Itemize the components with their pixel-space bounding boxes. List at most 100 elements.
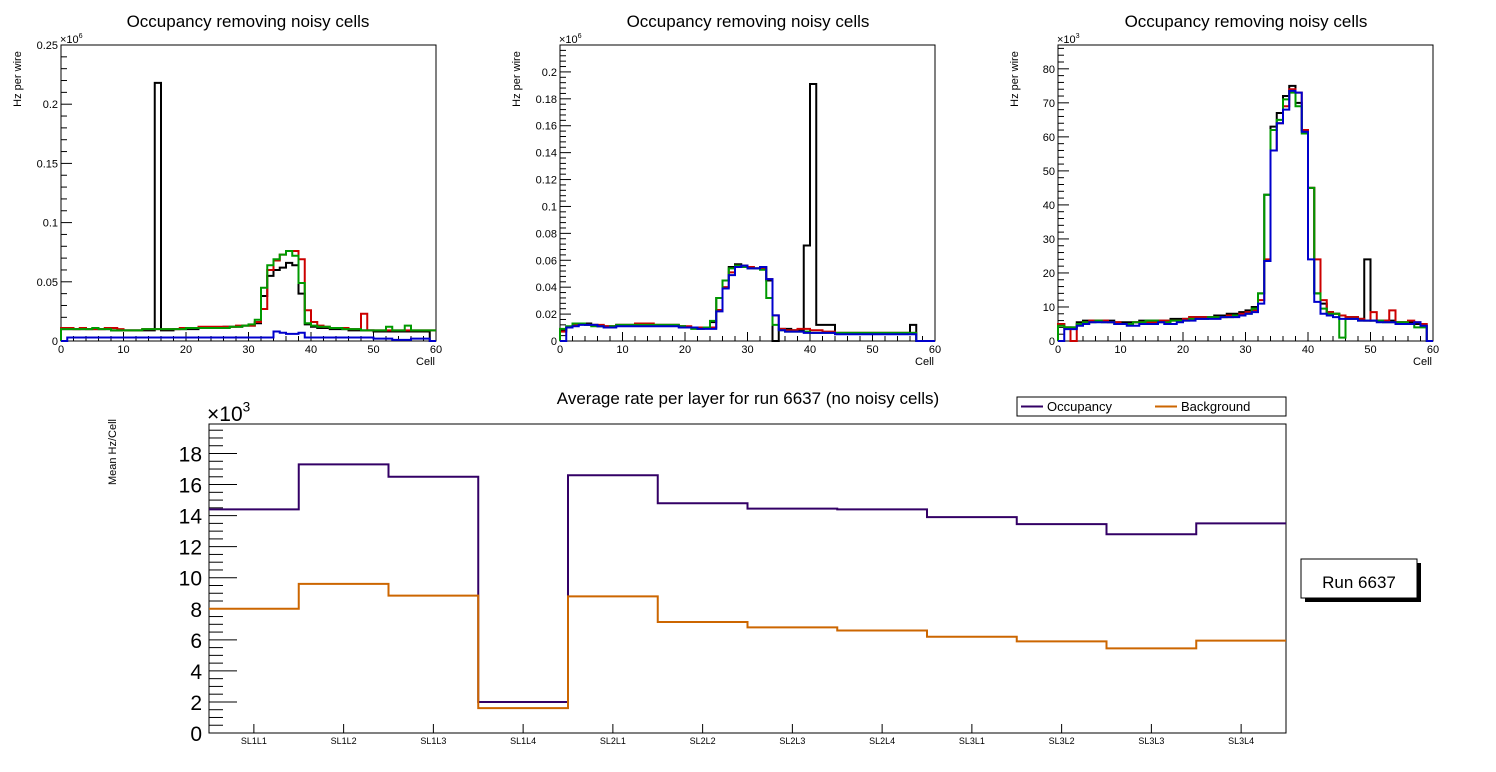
x-tick-label: SL3L2 [1049, 736, 1075, 746]
x-tick-label: 60 [1427, 344, 1439, 356]
y-tick-label: 20 [1043, 268, 1055, 280]
x-tick-label: SL3L1 [959, 736, 985, 746]
histogram-series-layer-4 [1058, 89, 1433, 342]
x-tick-label: SL3L4 [1228, 736, 1254, 746]
histogram-series-layer-3 [60, 250, 436, 341]
y-axis-label: Hz per wire [12, 51, 24, 107]
x-tick-label: 50 [866, 344, 878, 356]
legend-label-occupancy: Occupancy [1047, 399, 1113, 414]
y-tick-label: 0.02 [536, 309, 557, 321]
y-tick-label: 0.05 [37, 277, 58, 289]
y-tick-label: 0.04 [536, 282, 557, 294]
x-tick-label: 10 [117, 344, 129, 356]
y-tick-label: 8 [190, 599, 202, 622]
series-line-occupancy [209, 463, 1286, 703]
y-tick-label: 0.12 [536, 175, 557, 187]
y-tick-label: 16 [179, 475, 202, 498]
x-axis-label: Cell [416, 356, 435, 368]
x-tick-label: 60 [430, 344, 442, 356]
x-tick-label: SL1L2 [331, 736, 357, 746]
legend-box [1016, 396, 1287, 417]
axis-exponent-label: ×106 [559, 32, 582, 46]
x-tick-label: 0 [557, 344, 563, 356]
y-axis-label: Mean Hz/Cell [107, 419, 119, 485]
x-tick-label: 30 [1239, 344, 1251, 356]
y-tick-label: 6 [190, 630, 202, 653]
x-axis-label: Cell [1413, 356, 1432, 368]
x-tick-label: 10 [616, 344, 628, 356]
x-axis-label: Cell [915, 356, 934, 368]
run-annotation: Run 6637 [1322, 573, 1396, 592]
y-axis-label: Hz per wire [511, 51, 523, 107]
x-tick-label: 0 [1055, 344, 1061, 356]
x-tick-label: 40 [804, 344, 816, 356]
x-tick-label: 20 [1177, 344, 1189, 356]
chart-title: Occupancy removing noisy cells [627, 12, 870, 31]
y-tick-label: 0.2 [43, 99, 58, 111]
y-tick-label: 0.2 [542, 67, 557, 79]
axis-exponent-label: ×106 [60, 32, 83, 46]
y-tick-label: 0.16 [536, 121, 557, 133]
y-tick-label: 0 [190, 723, 202, 746]
histogram-series-layer-2 [559, 264, 935, 342]
annotation-box [1300, 558, 1418, 599]
histogram-series-layer-4 [560, 264, 935, 342]
x-tick-label: 50 [1364, 344, 1376, 356]
histogram-series-layer-1 [60, 81, 436, 342]
y-tick-label: 14 [179, 506, 203, 529]
histogram-series-layer-4 [61, 330, 436, 342]
x-tick-label: SL2L3 [779, 736, 805, 746]
y-tick-label: 80 [1043, 64, 1055, 76]
y-tick-label: 12 [179, 537, 202, 560]
histogram-series-layer-1 [1057, 84, 1433, 342]
x-tick-label: SL1L3 [420, 736, 446, 746]
y-tick-label: 0.1 [43, 218, 58, 230]
plot-frame [60, 44, 437, 342]
y-tick-label: 0.18 [536, 94, 557, 106]
x-tick-label: 10 [1114, 344, 1126, 356]
x-tick-label: SL1L4 [510, 736, 536, 746]
y-axis-label: Hz per wire [1009, 51, 1021, 107]
x-tick-label: 0 [58, 344, 64, 356]
y-tick-label: 0 [52, 336, 58, 348]
x-tick-label: 50 [367, 344, 379, 356]
axis-exponent-label: ×103 [207, 400, 250, 426]
y-tick-label: 60 [1043, 132, 1055, 144]
legend-label-background: Background [1181, 399, 1250, 414]
y-tick-label: 10 [179, 568, 202, 591]
plot-frame [208, 423, 1287, 734]
histogram-series-layer-3 [559, 264, 935, 342]
histogram-series-layer-2 [1057, 88, 1433, 342]
y-tick-label: 0 [551, 336, 557, 348]
histogram-series-layer-1 [559, 83, 935, 342]
y-tick-label: 2 [190, 692, 202, 715]
axis-exponent-label: ×103 [1057, 32, 1080, 46]
y-tick-label: 30 [1043, 234, 1055, 246]
x-tick-label: SL3L3 [1138, 736, 1164, 746]
y-tick-label: 0 [1049, 336, 1055, 348]
x-tick-label: 20 [679, 344, 691, 356]
chart-title: Occupancy removing noisy cells [1125, 12, 1368, 31]
plot-frame [1057, 44, 1434, 342]
histogram-series-layer-3 [1057, 91, 1433, 342]
x-tick-label: 60 [929, 344, 941, 356]
y-tick-label: 4 [190, 661, 202, 684]
x-tick-label: 30 [741, 344, 753, 356]
y-tick-label: 0.1 [542, 201, 557, 213]
y-tick-label: 0.08 [536, 228, 557, 240]
y-tick-label: 40 [1043, 200, 1055, 212]
y-tick-label: 0.14 [536, 148, 557, 160]
legend: Occupancy Background [1016, 396, 1287, 417]
x-tick-label: SL2L1 [600, 736, 626, 746]
histogram-series-layer-2 [60, 250, 436, 341]
y-tick-label: 10 [1043, 302, 1055, 314]
chart-title: Average rate per layer for run 6637 (no … [557, 389, 939, 408]
plot-frame [559, 44, 936, 342]
x-tick-label: SL2L4 [869, 736, 895, 746]
series-line-background [209, 582, 1286, 710]
y-tick-label: 0.15 [37, 158, 58, 170]
y-tick-label: 0.25 [37, 40, 58, 52]
y-tick-label: 18 [179, 444, 202, 467]
y-tick-label: 0.06 [536, 255, 557, 267]
